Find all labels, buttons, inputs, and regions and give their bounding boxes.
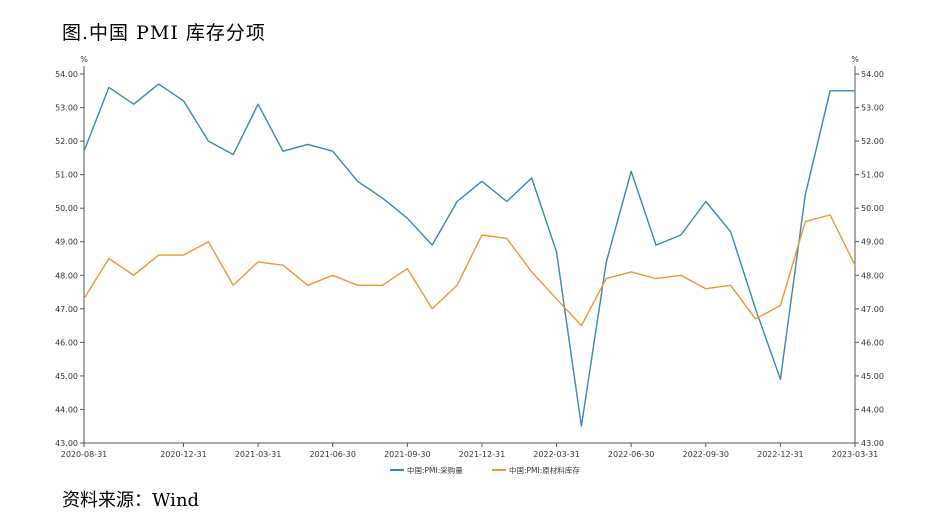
x-tick-label: 2022-03-31 [533,450,580,459]
y-tick-label-left: 53.00 [55,104,78,113]
y-tick-label-left: 45.00 [55,372,78,381]
y-tick-label-left: 49.00 [55,238,78,247]
legend-label-2: 中国:PMI:原材料库存 [509,465,580,475]
x-tick-label: 2022-06-30 [608,450,655,459]
y-tick-label-left: 50.00 [55,204,78,213]
y-tick-label-right: 44.00 [861,405,884,414]
y-tick-label-left: 48.00 [55,271,78,280]
x-tick-label: 2021-03-31 [235,450,282,459]
y-tick-label-right: 49.00 [861,238,884,247]
chart-title: 图.中国 PMI 库存分项 [62,22,266,44]
y-tick-label-left: 51.00 [55,171,78,180]
x-tick-label: 2021-09-30 [384,450,431,459]
x-tick-label: 2023-03-31 [832,450,879,459]
y-tick-label-right: 52.00 [861,137,884,146]
y-tick-label-right: 53.00 [861,104,884,113]
y-unit-left: % [80,55,88,64]
y-tick-label-left: 47.00 [55,305,78,314]
series-line-1 [83,83,855,427]
x-tick-label: 2022-12-31 [757,450,804,459]
series-lines [83,83,856,427]
axes: % % 43.00 43.00 44.00 44.00 45.00 45.00 46.00 46.… [55,55,884,459]
y-tick-label-right: 48.00 [861,271,884,280]
x-tick-label: 2020-12-31 [160,450,207,459]
y-tick-label-right: 50.00 [861,204,884,213]
y-tick-label-left: 46.00 [55,338,78,347]
y-tick-label-left: 54.00 [55,70,78,79]
x-tick-label: 2021-12-31 [459,450,506,459]
legend: 中国:PMI:采购量 中国:PMI:原材料库存 [390,465,580,475]
x-tick-label: 2021-06-30 [309,450,356,459]
y-tick-label-right: 51.00 [861,171,884,180]
y-tick-label-right: 46.00 [861,338,884,347]
series-line-2 [83,214,856,327]
data-source-note: 资料来源：Wind [62,490,200,511]
y-tick-label-right: 45.00 [861,372,884,381]
y-tick-label-right: 43.00 [861,439,884,448]
legend-label-1: 中国:PMI:采购量 [407,465,463,475]
y-tick-label-left: 44.00 [55,405,78,414]
y-tick-label-left: 52.00 [55,137,78,146]
x-tick-label: 2020-08-31 [61,450,108,459]
y-unit-right: % [851,55,859,64]
y-tick-label-right: 47.00 [861,305,884,314]
x-tick-label: 2022-09-30 [683,450,730,459]
y-tick-label-right: 54.00 [861,70,884,79]
y-tick-label-left: 43.00 [55,439,78,448]
